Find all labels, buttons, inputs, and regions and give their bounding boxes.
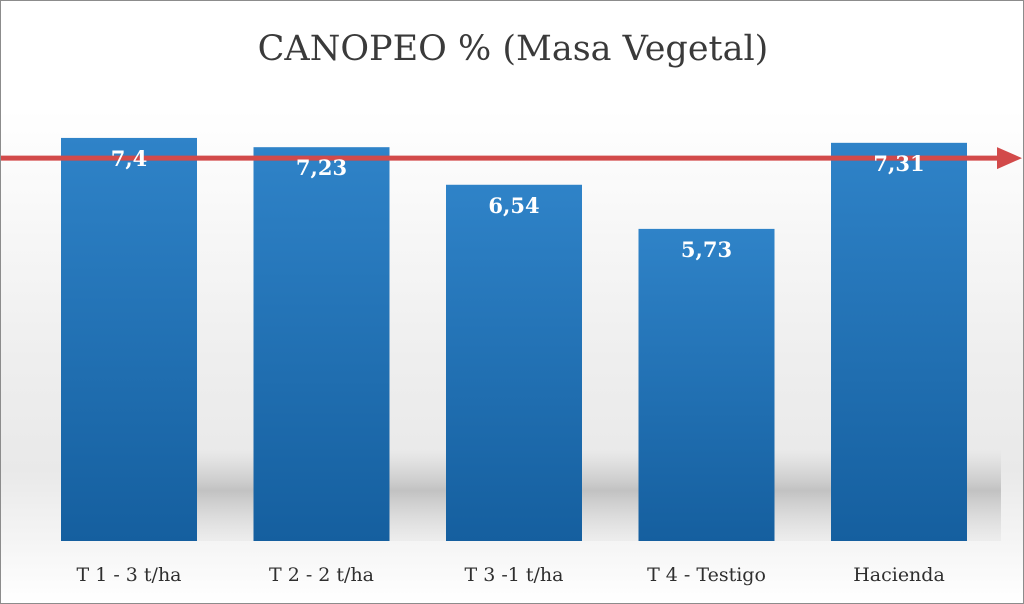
category-label-3: T 3 -1 t/ha bbox=[465, 564, 564, 586]
bar-4 bbox=[638, 228, 775, 541]
category-label-2: T 2 - 2 t/ha bbox=[269, 564, 374, 586]
value-label-2: 7,23 bbox=[296, 155, 347, 180]
value-label-3: 6,54 bbox=[488, 193, 539, 218]
bar-3 bbox=[446, 184, 582, 541]
bar-5 bbox=[831, 142, 967, 541]
value-label-4: 5,73 bbox=[681, 237, 732, 262]
category-label-4: T 4 - Testigo bbox=[647, 564, 766, 586]
chart-title: CANOPEO % (Masa Vegetal) bbox=[257, 29, 769, 69]
value-label-5: 7,31 bbox=[873, 151, 924, 176]
bar-1 bbox=[61, 137, 197, 541]
reference-arrow-head bbox=[997, 147, 1022, 170]
bar-2 bbox=[253, 147, 390, 541]
category-label-1: T 1 - 3 t/ha bbox=[76, 564, 181, 586]
value-label-1: 7,4 bbox=[111, 146, 148, 171]
category-label-5: Hacienda bbox=[853, 564, 945, 586]
